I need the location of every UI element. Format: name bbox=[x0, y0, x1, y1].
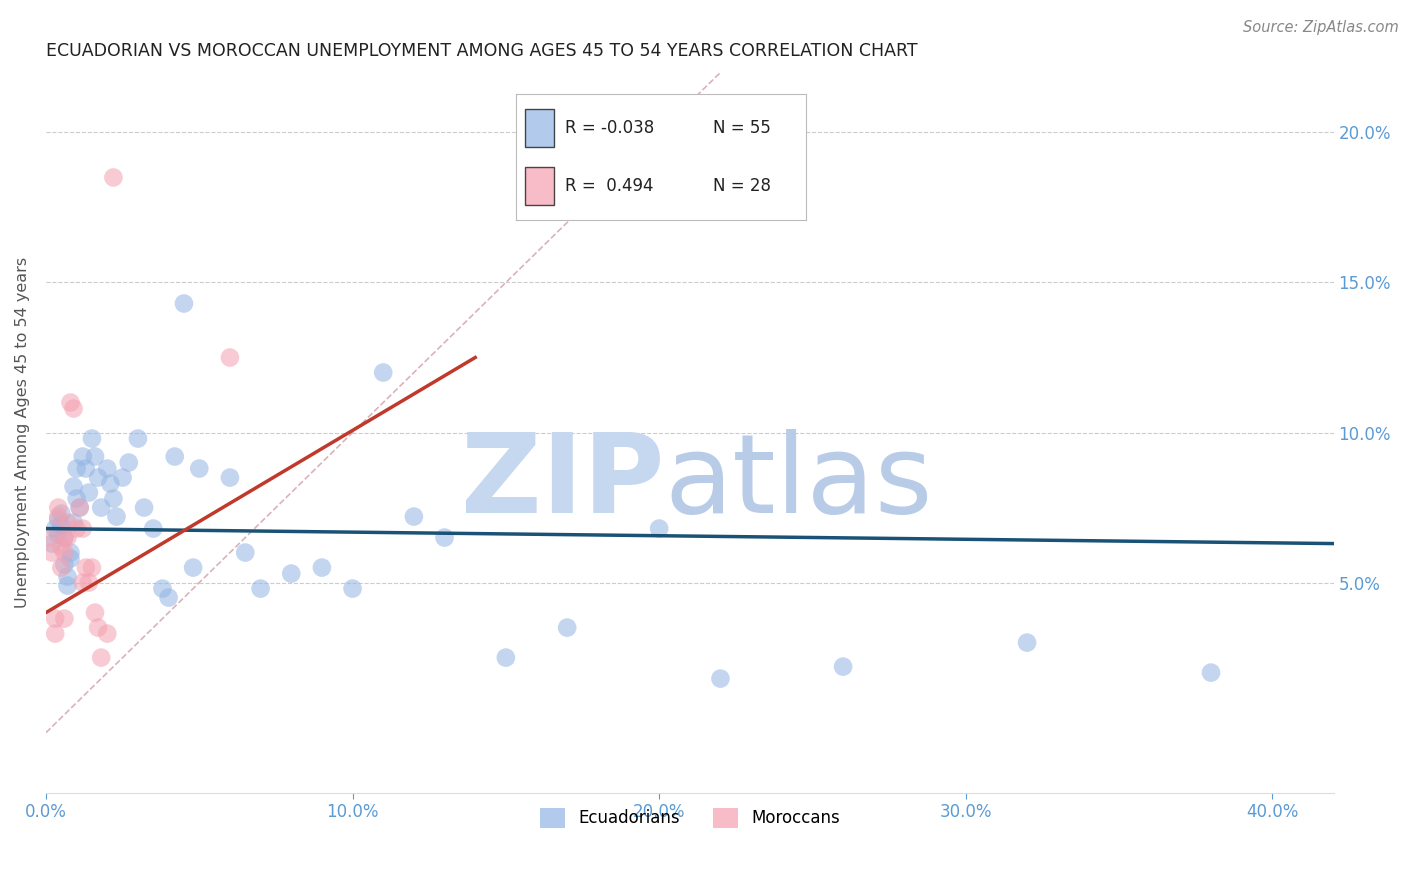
Point bbox=[53, 611, 76, 625]
Point bbox=[53, 558, 76, 572]
Text: ECUADORIAN VS MOROCCAN UNEMPLOYMENT AMONG AGES 45 TO 54 YEARS CORRELATION CHART: ECUADORIAN VS MOROCCAN UNEMPLOYMENT AMON… bbox=[46, 42, 918, 60]
Point bbox=[46, 500, 69, 515]
Point bbox=[69, 500, 91, 515]
Point bbox=[157, 591, 180, 605]
Point bbox=[402, 509, 425, 524]
Point bbox=[51, 560, 73, 574]
Y-axis label: Unemployment Among Ages 45 to 54 years: Unemployment Among Ages 45 to 54 years bbox=[15, 257, 30, 608]
Point bbox=[118, 456, 141, 470]
Point bbox=[44, 626, 66, 640]
Point bbox=[62, 516, 84, 530]
Point bbox=[80, 560, 103, 574]
Point bbox=[84, 606, 107, 620]
Point bbox=[96, 626, 118, 640]
Point bbox=[77, 575, 100, 590]
Point bbox=[66, 522, 89, 536]
Point bbox=[56, 531, 79, 545]
Point bbox=[709, 672, 731, 686]
Point bbox=[105, 509, 128, 524]
Point bbox=[46, 527, 69, 541]
Point bbox=[233, 545, 256, 559]
Point bbox=[41, 536, 63, 550]
Point bbox=[555, 621, 578, 635]
Point bbox=[41, 545, 63, 559]
Point bbox=[142, 522, 165, 536]
Point bbox=[59, 545, 82, 559]
Point bbox=[280, 566, 302, 581]
Point bbox=[90, 650, 112, 665]
Point bbox=[59, 395, 82, 409]
Point bbox=[648, 522, 671, 536]
Point bbox=[72, 575, 94, 590]
Point bbox=[72, 522, 94, 536]
Point bbox=[132, 500, 155, 515]
Point bbox=[173, 296, 195, 310]
Point bbox=[90, 500, 112, 515]
Point bbox=[51, 540, 73, 554]
Point bbox=[75, 461, 97, 475]
Point bbox=[56, 516, 79, 530]
Point bbox=[56, 569, 79, 583]
Point bbox=[111, 470, 134, 484]
Point bbox=[433, 531, 456, 545]
Point bbox=[66, 491, 89, 506]
Point bbox=[832, 659, 855, 673]
Point bbox=[84, 450, 107, 464]
Point bbox=[44, 611, 66, 625]
Point bbox=[96, 461, 118, 475]
Point bbox=[103, 170, 125, 185]
Point bbox=[249, 582, 271, 596]
Point bbox=[373, 366, 395, 380]
Point bbox=[77, 485, 100, 500]
Point bbox=[38, 531, 60, 545]
Point bbox=[46, 512, 69, 526]
Point bbox=[69, 500, 91, 515]
Point bbox=[311, 560, 333, 574]
Point bbox=[103, 491, 125, 506]
Point bbox=[53, 531, 76, 545]
Text: ZIP: ZIP bbox=[461, 429, 664, 536]
Point bbox=[53, 531, 76, 545]
Point bbox=[75, 560, 97, 574]
Point bbox=[51, 518, 73, 533]
Point bbox=[66, 461, 89, 475]
Point bbox=[219, 470, 242, 484]
Point bbox=[98, 476, 121, 491]
Point bbox=[152, 582, 174, 596]
Text: Source: ZipAtlas.com: Source: ZipAtlas.com bbox=[1243, 20, 1399, 35]
Point bbox=[53, 545, 76, 559]
Point bbox=[495, 650, 517, 665]
Point bbox=[163, 450, 186, 464]
Point bbox=[342, 582, 364, 596]
Point bbox=[87, 470, 110, 484]
Point bbox=[188, 461, 211, 475]
Point bbox=[56, 578, 79, 592]
Point bbox=[219, 351, 242, 365]
Text: atlas: atlas bbox=[664, 429, 932, 536]
Point bbox=[62, 401, 84, 416]
Point bbox=[1199, 665, 1222, 680]
Point bbox=[181, 560, 204, 574]
Legend: Ecuadorians, Moroccans: Ecuadorians, Moroccans bbox=[533, 801, 846, 835]
Point bbox=[59, 551, 82, 566]
Point bbox=[1015, 635, 1038, 649]
Point bbox=[72, 450, 94, 464]
Point bbox=[87, 621, 110, 635]
Point bbox=[51, 507, 73, 521]
Point bbox=[46, 509, 69, 524]
Point bbox=[127, 432, 149, 446]
Point bbox=[44, 522, 66, 536]
Point bbox=[62, 479, 84, 493]
Point bbox=[80, 432, 103, 446]
